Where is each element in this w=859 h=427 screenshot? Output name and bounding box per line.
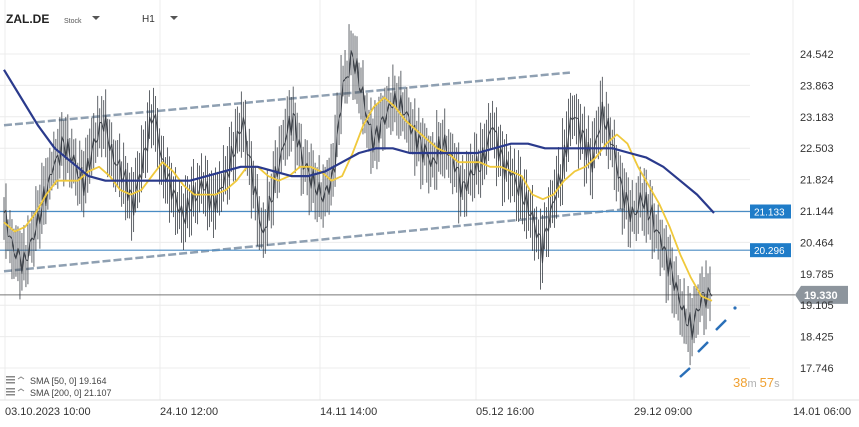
legend-sma-200-text: SMA [200, 0] 21.107 bbox=[30, 388, 112, 398]
indicator-settings-icon[interactable] bbox=[6, 376, 15, 384]
chevron-down-icon[interactable] bbox=[92, 16, 100, 20]
projection-dash-2 bbox=[715, 319, 727, 331]
x-tick-label: 03.10.2023 10:00 bbox=[5, 406, 91, 418]
current-price-label: 19.330 bbox=[804, 290, 838, 302]
level-label-1: 20.296 bbox=[754, 246, 785, 257]
x-axis: 03.10.2023 10:00 24.10 12:00 14.11 14:00 05… bbox=[0, 399, 859, 418]
timeframe-label[interactable]: H1 bbox=[142, 14, 155, 25]
y-tick-label: 20.464 bbox=[800, 237, 834, 249]
timer-text: 38m 57s bbox=[733, 375, 780, 390]
projection-dash-1 bbox=[697, 341, 709, 353]
symbol-label[interactable]: ZAL.DE bbox=[6, 12, 49, 26]
trend-channel bbox=[3, 71, 626, 273]
channel-line-lower[interactable] bbox=[3, 208, 626, 273]
y-tick-label: 23.863 bbox=[800, 80, 834, 92]
legend-sma-50-text: SMA [50, 0] 19.164 bbox=[30, 376, 107, 386]
x-tick-label: 29.12 09:00 bbox=[634, 406, 692, 418]
projection-marks bbox=[679, 306, 737, 378]
projection-dash-0 bbox=[679, 367, 691, 378]
y-tick-label: 17.746 bbox=[800, 363, 834, 375]
countdown-timer: 38m 57s bbox=[733, 375, 780, 390]
x-tick-label: 14.01 06:00 bbox=[793, 406, 851, 418]
x-tick-label: 05.12 16:00 bbox=[476, 406, 534, 418]
chart-header: ZAL.DE Stock H1 bbox=[6, 12, 178, 26]
sma-line-icon bbox=[17, 388, 25, 392]
current-price-badge bbox=[795, 285, 848, 304]
projection-dot bbox=[733, 306, 737, 310]
sma-50-line[interactable] bbox=[3, 96, 713, 302]
sma-200-line[interactable] bbox=[3, 69, 715, 214]
y-tick-label: 18.425 bbox=[800, 332, 834, 344]
indicator-legend: SMA [50, 0] 19.164 SMA [200, 0] 21.107 bbox=[6, 376, 112, 398]
y-tick-label: 21.144 bbox=[800, 206, 834, 218]
legend-item-sma-200[interactable]: SMA [200, 0] 21.107 bbox=[6, 388, 112, 398]
series bbox=[3, 24, 715, 366]
y-tick-label: 24.542 bbox=[800, 49, 834, 61]
channel-line-upper[interactable] bbox=[3, 71, 571, 127]
x-tick-label: 24.10 12:00 bbox=[160, 406, 218, 418]
y-tick-label: 19.105 bbox=[800, 300, 834, 312]
level-badge-0 bbox=[750, 204, 791, 219]
indicator-settings-icon[interactable] bbox=[6, 388, 15, 396]
chevron-down-icon[interactable] bbox=[170, 16, 178, 20]
level-label-0: 21.133 bbox=[754, 208, 785, 219]
y-axis: 24.542 23.863 23.183 22.503 21.824 21.144 20.4… bbox=[800, 49, 834, 375]
price-segment bbox=[709, 292, 713, 297]
grid bbox=[0, 0, 794, 400]
level-badge-1 bbox=[750, 243, 791, 258]
y-tick-label: 22.503 bbox=[800, 143, 834, 155]
y-tick-label: 19.785 bbox=[800, 269, 834, 281]
y-tick-label: 21.824 bbox=[800, 175, 834, 187]
horizontal-levels: 21.133 20.296 19.330 bbox=[0, 204, 848, 304]
x-tick-label: 14.11 14:00 bbox=[320, 406, 377, 418]
legend-item-sma-50[interactable]: SMA [50, 0] 19.164 bbox=[6, 376, 107, 386]
y-tick-label: 23.183 bbox=[800, 112, 834, 124]
instrument-type-label: Stock bbox=[64, 18, 82, 25]
sma-line-icon bbox=[17, 376, 25, 380]
